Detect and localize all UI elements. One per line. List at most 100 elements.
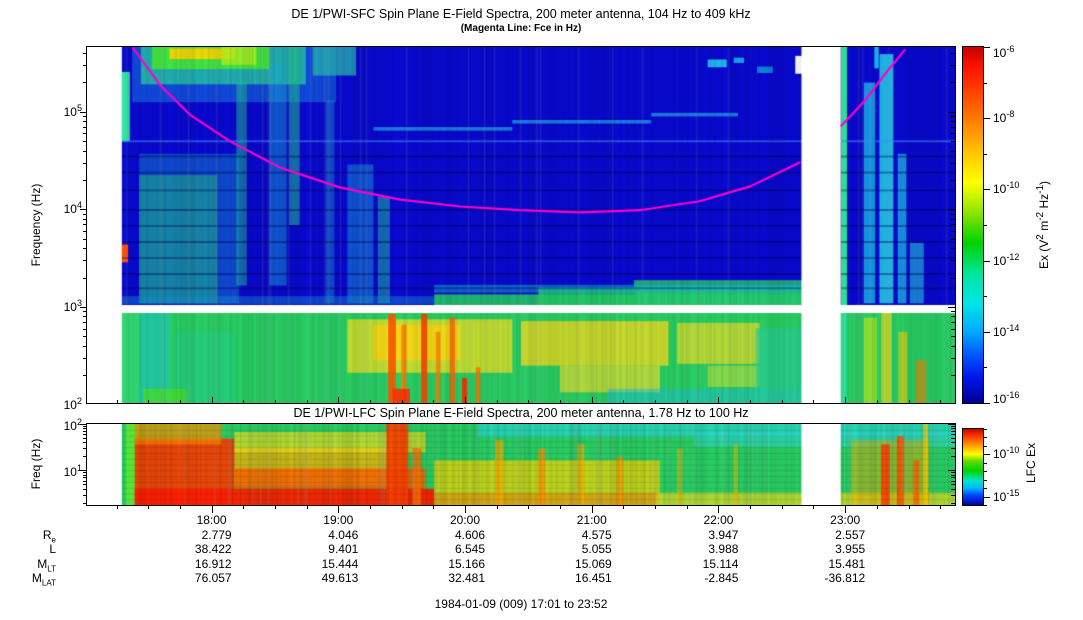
tick-mark: [951, 141, 955, 143]
tick-mark: [80, 209, 87, 211]
tick-mark: [433, 400, 435, 403]
tick-mark: [83, 480, 87, 482]
tick-mark: [401, 505, 403, 509]
ephemeris-value: 15.114: [702, 557, 739, 571]
ephemeris-row-label: MLAT: [31, 571, 56, 588]
tick-mark: [211, 397, 213, 403]
time-tick-label: 18:00: [196, 513, 227, 527]
tick-mark: [951, 133, 955, 135]
tick-mark: [876, 505, 878, 509]
tick-mark: [83, 311, 87, 313]
tick-mark: [496, 400, 498, 403]
tick-mark: [83, 116, 87, 118]
tick-mark: [686, 400, 688, 403]
tick-mark: [951, 65, 955, 67]
sfc-spectrogram-canvas: [87, 47, 955, 403]
time-range-caption: 1984-01-09 (009) 17:01 to 23:52: [434, 597, 608, 611]
ephemeris-value: 32.481: [448, 571, 486, 585]
tick-mark: [623, 505, 625, 509]
tick-mark: [951, 126, 955, 128]
ephemeris-value: 9.401: [328, 542, 359, 556]
tick-mark: [465, 505, 467, 513]
tick-mark: [983, 296, 987, 298]
tick-mark: [951, 213, 955, 215]
tick-mark: [951, 162, 955, 164]
time-tick-label: 20:00: [450, 513, 481, 527]
sfc-subtitle: (Magenta Line: Fce in Hz): [460, 23, 582, 34]
tick-mark: [83, 345, 87, 347]
tick-mark: [876, 400, 878, 403]
sfc-y-axis-label: Frequency (Hz): [29, 183, 43, 267]
tick-mark: [951, 345, 955, 347]
tick-mark: [951, 116, 955, 118]
ephemeris-value: 4.606: [454, 528, 486, 542]
tick-mark: [83, 322, 87, 324]
tick-mark: [948, 209, 955, 211]
tick-mark: [983, 505, 987, 506]
time-tick-label: 21:00: [576, 513, 607, 527]
tick-mark: [83, 472, 87, 474]
y-tick-label: 102: [63, 395, 82, 412]
tick-mark: [983, 471, 987, 473]
tick-mark: [951, 375, 955, 377]
ephemeris-value: 15.069: [575, 557, 612, 571]
tick-mark: [80, 307, 87, 308]
tick-mark: [83, 316, 87, 318]
tick-mark: [951, 311, 955, 313]
tick-mark: [83, 456, 87, 458]
tick-mark: [951, 484, 955, 486]
tick-mark: [983, 429, 987, 430]
lfc-colorbar-label: LFC Ex: [1024, 442, 1038, 484]
tick-mark: [274, 505, 276, 509]
tick-mark: [951, 248, 955, 250]
lfc-title: DE 1/PWI-LFC Spin Plane E-Field Spectra,…: [293, 406, 749, 420]
tick-mark: [983, 331, 990, 333]
tick-mark: [951, 316, 955, 318]
tick-mark: [983, 488, 987, 490]
tick-mark: [983, 118, 990, 120]
tick-mark: [951, 494, 955, 496]
tick-mark: [83, 426, 87, 428]
tick-mark: [951, 442, 955, 444]
tick-mark: [591, 505, 593, 513]
tick-mark: [951, 218, 955, 220]
sfc-colorbar-label: Ex (V2 m-2 Hz-1): [1035, 180, 1051, 270]
tick-mark: [983, 225, 987, 226]
tick-mark: [718, 397, 720, 403]
tick-mark: [623, 400, 625, 403]
tick-mark: [433, 505, 435, 509]
tick-mark: [83, 126, 87, 128]
tick-mark: [951, 121, 955, 123]
tick-mark: [781, 505, 783, 509]
ephemeris-value: -2.845: [704, 571, 739, 585]
tick-mark: [83, 162, 87, 164]
ephemeris-value: 3.947: [708, 528, 739, 542]
tick-mark: [750, 400, 752, 403]
tick-mark: [845, 505, 847, 513]
tick-mark: [116, 400, 118, 403]
tick-mark: [211, 505, 213, 513]
tick-mark: [83, 328, 87, 330]
tick-mark: [951, 336, 955, 338]
colorbar-tick-label: 10-10: [993, 180, 1020, 197]
tick-mark: [179, 400, 181, 403]
ephemeris-row-label: MLT: [37, 557, 56, 574]
tick-mark: [306, 400, 308, 403]
tick-mark: [528, 400, 530, 403]
tick-mark: [951, 431, 955, 433]
tick-mark: [948, 424, 955, 425]
tick-mark: [948, 307, 955, 308]
tick-mark: [83, 502, 87, 504]
colorbar-tick-label: 10-8: [993, 109, 1015, 126]
tick-mark: [338, 397, 340, 403]
tick-mark: [528, 505, 530, 509]
ephemeris-value: 15.166: [448, 557, 486, 571]
tick-mark: [83, 150, 87, 152]
tick-mark: [83, 494, 87, 496]
ephemeris-value: 4.046: [328, 528, 359, 542]
tick-mark: [83, 488, 87, 490]
time-tick-label: 22:00: [703, 513, 734, 527]
tick-mark: [951, 426, 955, 428]
tick-mark: [813, 400, 815, 403]
ephemeris-value: 76.057: [194, 571, 232, 585]
